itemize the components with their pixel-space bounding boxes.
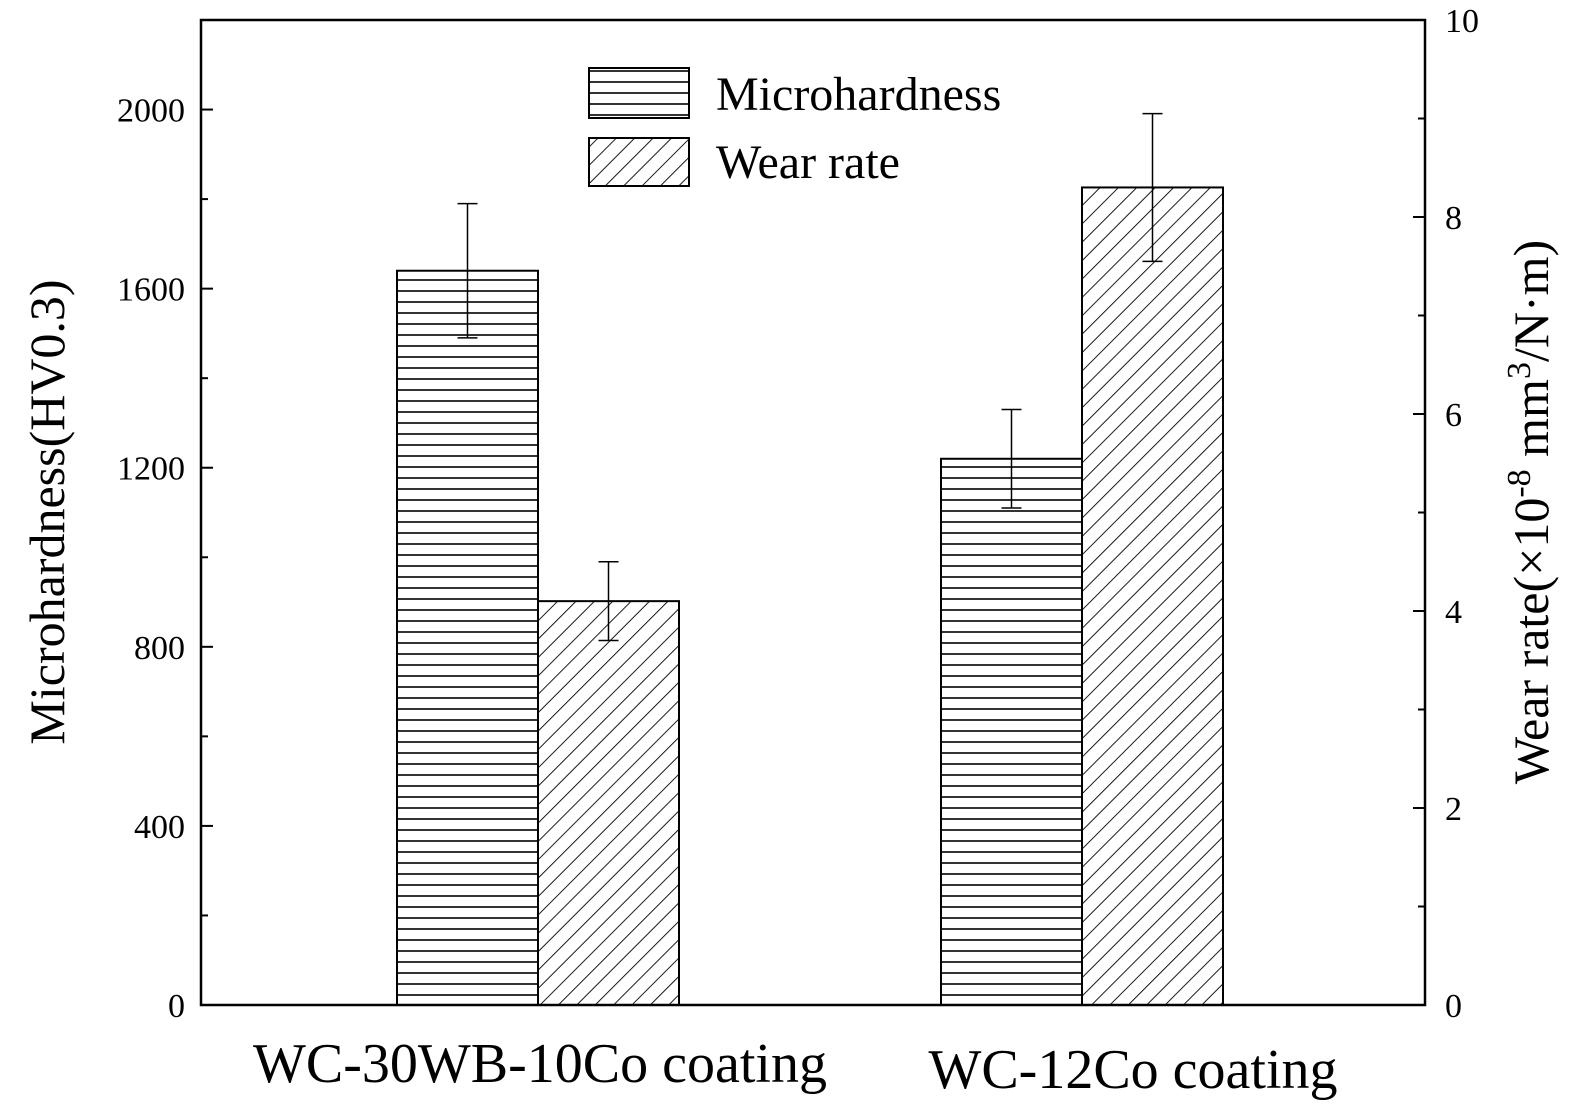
right-axis-ticks: 0 2 4 6 8 10 (1413, 3, 1479, 1025)
category-label-wc-12co: WC-12Co coating (928, 1039, 1337, 1101)
error-bars-layer (457, 112, 1163, 642)
bar-microhardness-1 (940, 457, 1083, 1007)
right-tick-label: 0 (1445, 988, 1462, 1025)
legend-swatch-wear-rate (588, 137, 690, 187)
legend: Microhardness Wear rate (588, 67, 1001, 189)
right-axis-title: Wear rate(×10-8 mm3/N·m) (1501, 240, 1559, 784)
left-tick-label: 2000 (117, 93, 185, 130)
right-tick-label: 2 (1445, 791, 1462, 828)
legend-swatch-microhardness (588, 67, 690, 119)
legend-label-microhardness: Microhardness (716, 68, 1001, 121)
category-label-wc-30wb-10co: WC-30WB-10Co coating (253, 1033, 827, 1095)
right-tick-label: 10 (1445, 3, 1479, 40)
left-axis-ticks: 0 400 800 1200 1600 2000 (117, 93, 213, 1025)
right-tick-label: 4 (1445, 594, 1462, 631)
right-tick-label: 8 (1445, 200, 1462, 237)
bars-layer (396, 186, 1224, 1007)
bar-wear-rate-0 (537, 600, 680, 1007)
bar-microhardness-0 (396, 269, 539, 1006)
left-tick-label: 800 (134, 630, 185, 667)
right-tick-label: 6 (1445, 397, 1462, 434)
left-tick-label: 1600 (117, 272, 185, 309)
left-tick-label: 1200 (117, 451, 185, 488)
legend-label-wear-rate: Wear rate (716, 136, 900, 189)
left-tick-label: 0 (168, 988, 185, 1025)
bar-wear-rate-1 (1081, 186, 1224, 1006)
left-axis-title: Microhardness(HV0.3) (19, 279, 75, 744)
left-tick-label: 400 (134, 809, 185, 846)
